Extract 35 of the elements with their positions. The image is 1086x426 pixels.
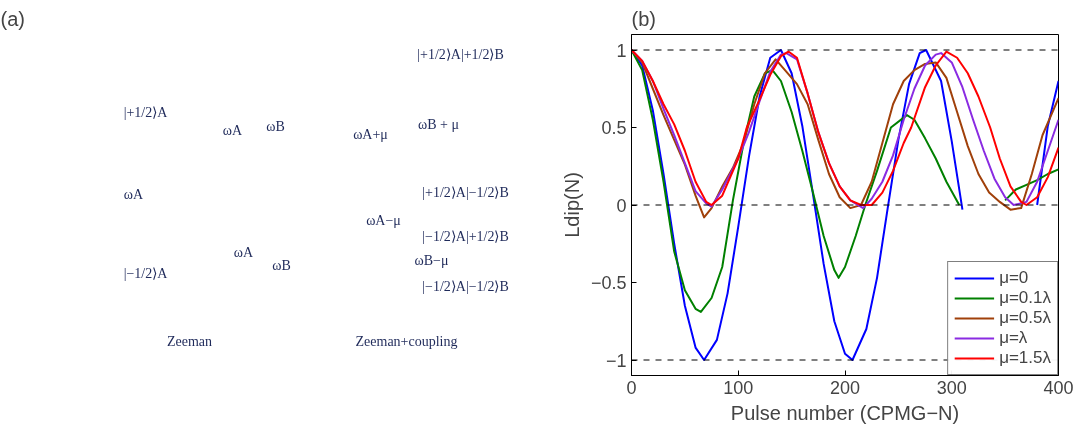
legend-label: μ=1.5λ xyxy=(999,348,1051,368)
legend-label: μ=0 xyxy=(999,268,1029,288)
text: ωA xyxy=(123,187,145,203)
legend-label: μ=λ xyxy=(999,328,1028,348)
text: ωB xyxy=(272,257,291,273)
text: Zeeman xyxy=(166,333,213,349)
text: |−1/2⟩A|+1/2⟩B xyxy=(422,228,509,244)
text: |−1/2⟩A|−1/2⟩B xyxy=(422,279,509,295)
text: |+1/2⟩A|−1/2⟩B xyxy=(422,184,509,200)
text: ωA−μ xyxy=(366,212,401,228)
text: ωB xyxy=(266,119,285,135)
text: ωB + μ xyxy=(418,117,459,133)
text: ωA+μ xyxy=(353,127,388,143)
y-axis-title: Ldip(N) xyxy=(560,172,583,238)
text: (a) xyxy=(0,7,25,30)
legend-label: μ=0.5λ xyxy=(999,308,1051,328)
text: |+1/2⟩A|+1/2⟩B xyxy=(417,47,504,63)
y-tick-label: 0 xyxy=(616,195,627,216)
text: ωA xyxy=(233,244,255,260)
text: ωB−μ xyxy=(414,252,449,268)
text: |+1/2⟩A xyxy=(123,104,169,120)
x-tick-label: 400 xyxy=(1043,377,1074,398)
legend-label: μ=0.1λ xyxy=(999,288,1051,308)
text: |−1/2⟩A xyxy=(123,265,169,281)
y-tick-label: 0.5 xyxy=(601,118,627,138)
x-tick-label: 100 xyxy=(723,377,754,398)
x-axis-title: Pulse number (CPMG−N) xyxy=(730,401,960,424)
text: ωA xyxy=(222,123,244,139)
y-tick-label: 1 xyxy=(616,40,627,61)
text: Zeeman+coupling xyxy=(355,333,458,349)
x-tick-label: 200 xyxy=(829,377,861,398)
y-tick-label: −0.5 xyxy=(590,273,627,293)
chart-title: (b) xyxy=(631,7,656,30)
x-tick-label: 300 xyxy=(936,377,967,398)
y-tick-label: −1 xyxy=(605,350,627,371)
